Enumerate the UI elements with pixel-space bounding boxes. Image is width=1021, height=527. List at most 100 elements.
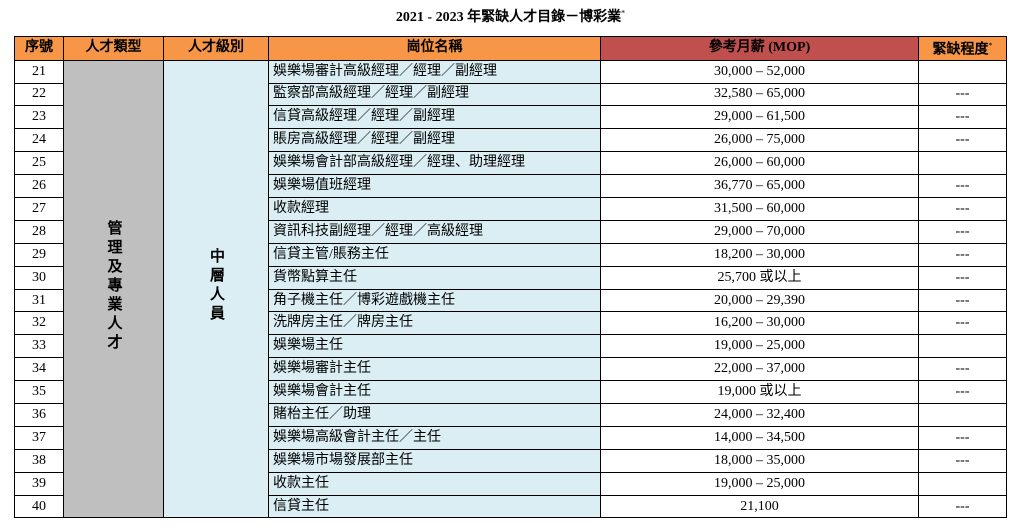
column-header: 序號 [14,36,64,61]
column-header-text: 人才類型 [85,40,142,56]
category-text: 管理及專業人才 [105,219,122,353]
salary: 18,200 – 30,000 [600,242,919,267]
salary: 18,000 – 35,000 [600,448,919,473]
job-title: 收款主任 [268,471,601,496]
row-number: 39 [14,471,64,496]
row-number: 37 [14,425,64,450]
row-number: 21 [14,59,64,84]
column-header-text: 參考月薪 (MOP) [708,40,811,56]
job-title: 信貸高級經理／經理／副經理 [268,105,601,130]
row-number: 34 [14,357,64,382]
salary: 26,000 – 60,000 [600,151,919,176]
salary: 32,580 – 65,000 [600,82,919,107]
salary: 36,770 – 65,000 [600,174,919,198]
column-header-text: 序號 [25,40,53,56]
salary: 26,000 – 75,000 [600,128,919,153]
shortage: --- [918,425,1007,450]
job-title: 貨幣點算主任 [268,265,601,290]
job-title: 娛樂場審計主任 [268,357,601,382]
row-number: 24 [14,128,64,153]
row-number: 23 [14,105,64,130]
salary: 14,000 – 34,500 [600,425,919,450]
salary: 19,000 – 25,000 [600,471,919,496]
shortage: --- [918,265,1007,290]
job-title: 監察部高級經理／經理／副經理 [268,82,601,107]
shortage [918,403,1007,427]
salary: 24,000 – 32,400 [600,403,919,427]
row-number: 36 [14,403,64,427]
table-row: 27 收款經理 31,500 – 60,000 --- [14,197,1007,221]
shortage: --- [918,219,1007,244]
row-number: 29 [14,242,64,267]
table-row: 22 監察部高級經理／經理／副經理 32,580 – 65,000 --- [14,82,1007,107]
job-title: 賭枱主任／助理 [268,403,601,427]
row-number: 30 [14,265,64,290]
column-header: 人才類型 [63,36,164,61]
level-text: 中層人員 [208,248,224,325]
shortage [918,151,1007,176]
salary: 20,000 – 29,390 [600,288,919,313]
salary: 25,700 或以上 [600,265,919,290]
salary: 31,500 – 60,000 [600,197,919,221]
column-header-text: 人才級別 [188,40,244,56]
table-row: 37 娛樂場高級會計主任／主任 14,000 – 34,500 --- [14,425,1007,450]
shortage: --- [918,311,1007,336]
shortage: --- [918,380,1007,405]
row-number: 33 [14,334,64,359]
row-number: 31 [14,288,64,313]
row-number: 27 [14,197,64,221]
table-row: 21 管理及專業人才 中層人員 娛樂場審計高級經理／經理／副經理 30,000 – 52… [14,59,1007,519]
category-cell: 管理及專業人才 [63,59,164,519]
row-number: 28 [14,219,64,244]
job-title: 角子機主任／博彩遊戲機主任 [268,288,601,313]
shortage: --- [918,82,1007,107]
table-row: 36 賭枱主任／助理 24,000 – 32,400 [14,403,1007,427]
salary: 29,000 – 61,500 [600,105,919,130]
shortage: --- [918,128,1007,153]
shortage: --- [918,448,1007,473]
job-title: 娛樂場會計主任 [268,380,601,405]
title-mark: * [621,8,626,18]
row-number: 40 [14,494,64,519]
job-title: 洗牌房主任／牌房主任 [268,311,601,336]
salary: 29,000 – 70,000 [600,219,919,244]
shortage [918,471,1007,496]
job-title: 娛樂場市場發展部主任 [268,448,601,473]
title: 2021 - 2023 年緊缺人才目錄－博彩業* [0,6,1021,26]
shortage-mark: * [988,41,993,50]
job-title: 收款經理 [268,197,601,221]
column-header: 崗位名稱 [268,36,601,61]
shortage: --- [918,174,1007,198]
table-row: 26 娛樂場值班經理 36,770 – 65,000 --- [14,174,1007,198]
job-title: 娛樂場高級會計主任／主任 [268,425,601,450]
row-number: 38 [14,448,64,473]
shortage [918,334,1007,359]
table-row: 40 信貸主任 21,100 --- [14,494,1007,519]
row-number: 26 [14,174,64,198]
table-row: 23 信貸高級經理／經理／副經理 29,000 – 61,500 --- [14,105,1007,130]
column-header: 參考月薪 (MOP) [600,36,919,61]
table-row: 38 娛樂場市場發展部主任 18,000 – 35,000 --- [14,448,1007,473]
column-header-text: 緊缺程度 [932,42,989,58]
shortage [918,59,1007,84]
row-number: 22 [14,82,64,107]
job-title: 娛樂場值班經理 [268,174,601,198]
shortage: --- [918,357,1007,382]
job-title: 娛樂場會計部高級經理／經理、助理經理 [268,151,601,176]
salary: 19,000 或以上 [600,380,919,405]
column-header: 緊缺程度* [918,36,1007,61]
row-number: 25 [14,151,64,176]
table-row: 33 娛樂場主任 19,000 – 25,000 [14,334,1007,359]
job-title: 信貸主任 [268,494,601,519]
talent-table: 序號 人才類型 人才級別 崗位名稱 參考月薪 (MOP) 緊缺程度* 21 管理及專業人才 中… [14,36,1007,519]
salary: 21,100 [600,494,919,519]
row-number: 32 [14,311,64,336]
table-row: 31 角子機主任／博彩遊戲機主任 20,000 – 29,390 --- [14,288,1007,313]
job-title: 信貸主管/賬務主任 [268,242,601,267]
shortage: --- [918,105,1007,130]
header-row: 序號 人才類型 人才級別 崗位名稱 參考月薪 (MOP) 緊缺程度* [14,36,1007,61]
job-title: 娛樂場主任 [268,334,601,359]
job-title: 娛樂場審計高級經理／經理／副經理 [268,59,601,84]
salary: 22,000 – 37,000 [600,357,919,382]
